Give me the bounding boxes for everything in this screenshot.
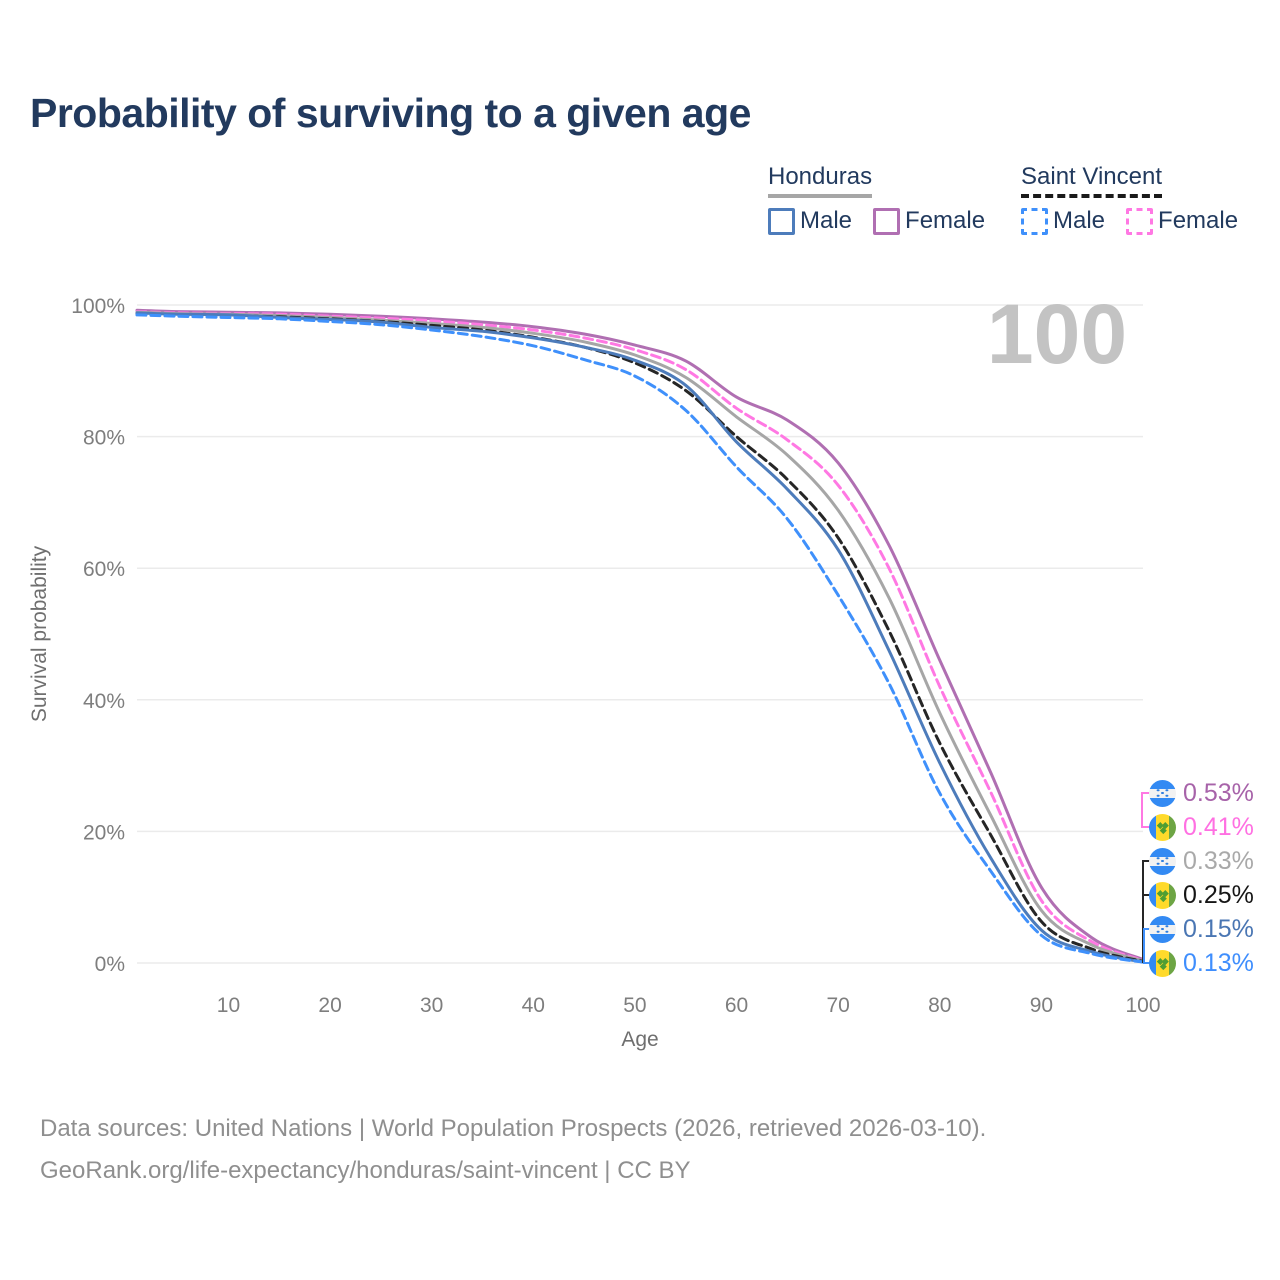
x-axis-ticks: 10 20 30 40 50 60 70 80 90 100 xyxy=(217,994,1161,1017)
legend-item-saint-vincent-male[interactable]: Male xyxy=(1021,207,1105,235)
legend-items-honduras: Male Female xyxy=(768,207,985,235)
curve-honduras-both[interactable] xyxy=(135,310,1145,963)
legend-group-saint-vincent: Saint Vincent Male Female xyxy=(1021,163,1238,235)
x-tick-50: 50 xyxy=(623,994,646,1017)
legend-group-honduras: Honduras Male Female xyxy=(768,163,985,235)
honduras-flag-icon xyxy=(1149,847,1176,875)
saint-vincent-flag-icon xyxy=(1149,949,1176,977)
legend-group-saint-vincent-title: Saint Vincent xyxy=(1021,163,1162,198)
end-label-honduras-male: 0.15% xyxy=(1149,914,1254,943)
page-title: Probability of surviving to a given age xyxy=(30,90,751,136)
curve-saint-vincent-male[interactable] xyxy=(135,313,1145,964)
y-tick-60: 60% xyxy=(83,558,125,581)
x-tick-80: 80 xyxy=(928,994,951,1017)
saint-vincent-flag-icon xyxy=(1149,813,1176,841)
saint-vincent-female-swatch xyxy=(1126,207,1154,235)
end-label-saint-vincent-female: 0.41% xyxy=(1149,812,1254,841)
honduras-male-swatch xyxy=(768,207,795,235)
x-tick-30: 30 xyxy=(420,994,443,1017)
curve-honduras-female[interactable] xyxy=(135,308,1145,961)
y-tick-100: 100% xyxy=(71,295,125,318)
legend-items-saint-vincent: Male Female xyxy=(1021,207,1238,235)
legend-label-honduras-male: Male xyxy=(800,207,853,234)
end-label-honduras-female: 0.53% xyxy=(1149,778,1254,807)
end-label-value: 0.25% xyxy=(1183,880,1254,909)
y-tick-0: 0% xyxy=(95,953,125,976)
leader-lines xyxy=(1141,792,1151,964)
end-label-value: 0.13% xyxy=(1183,948,1254,977)
y-axis-title: Survival probability xyxy=(28,545,51,722)
legend-item-honduras-female[interactable]: Female xyxy=(873,207,985,235)
gridlines xyxy=(137,304,1143,964)
honduras-female-swatch xyxy=(873,207,901,235)
legend-label-honduras-female: Female xyxy=(905,207,986,234)
legend-label-saint-vincent-female: Female xyxy=(1158,207,1239,234)
honduras-flag-icon xyxy=(1149,779,1176,807)
saint-vincent-male-swatch xyxy=(1021,207,1048,235)
x-tick-20: 20 xyxy=(318,994,341,1017)
legend-item-saint-vincent-female[interactable]: Female xyxy=(1126,207,1238,235)
footer-source-line: Data sources: United Nations | World Pop… xyxy=(40,1115,987,1142)
x-axis-title: Age xyxy=(621,1028,658,1051)
x-tick-10: 10 xyxy=(217,994,240,1017)
leader-bracket-0 xyxy=(1141,792,1151,828)
x-tick-40: 40 xyxy=(522,994,545,1017)
leader-bracket-2 xyxy=(1143,928,1151,964)
end-label-value: 0.41% xyxy=(1183,812,1254,841)
y-axis-ticks: 0% 20% 40% 60% 80% 100% xyxy=(71,295,125,976)
x-tick-90: 90 xyxy=(1030,994,1053,1017)
end-label-saint-vincent-male: 0.13% xyxy=(1149,948,1254,977)
curve-honduras-male[interactable] xyxy=(135,311,1145,964)
legend-group-honduras-title: Honduras xyxy=(768,163,873,198)
y-tick-80: 80% xyxy=(83,427,125,450)
end-label-value: 0.33% xyxy=(1183,846,1254,875)
survival-curves xyxy=(135,308,1145,964)
footer-url-line: GeoRank.org/life-expectancy/honduras/sai… xyxy=(40,1157,691,1184)
curve-saint-vincent-both[interactable] xyxy=(135,312,1145,963)
y-tick-20: 20% xyxy=(83,821,125,844)
end-label-honduras-both-sexes: 0.33% xyxy=(1149,846,1254,875)
end-label-saint-vincent-both-sexes: 0.25% xyxy=(1149,880,1254,909)
x-tick-70: 70 xyxy=(826,994,849,1017)
x-tick-60: 60 xyxy=(725,994,748,1017)
age-watermark: 100 xyxy=(987,287,1127,381)
y-tick-40: 40% xyxy=(83,690,125,713)
legend-item-honduras-male[interactable]: Male xyxy=(768,207,852,235)
x-tick-100: 100 xyxy=(1125,994,1160,1017)
end-label-value: 0.53% xyxy=(1183,778,1254,807)
footer: Data sources: United Nations | World Pop… xyxy=(40,1108,986,1192)
legend-label-saint-vincent-male: Male xyxy=(1053,207,1106,234)
saint-vincent-flag-icon xyxy=(1149,881,1176,909)
end-label-value: 0.15% xyxy=(1183,914,1254,943)
honduras-flag-icon xyxy=(1149,915,1176,943)
